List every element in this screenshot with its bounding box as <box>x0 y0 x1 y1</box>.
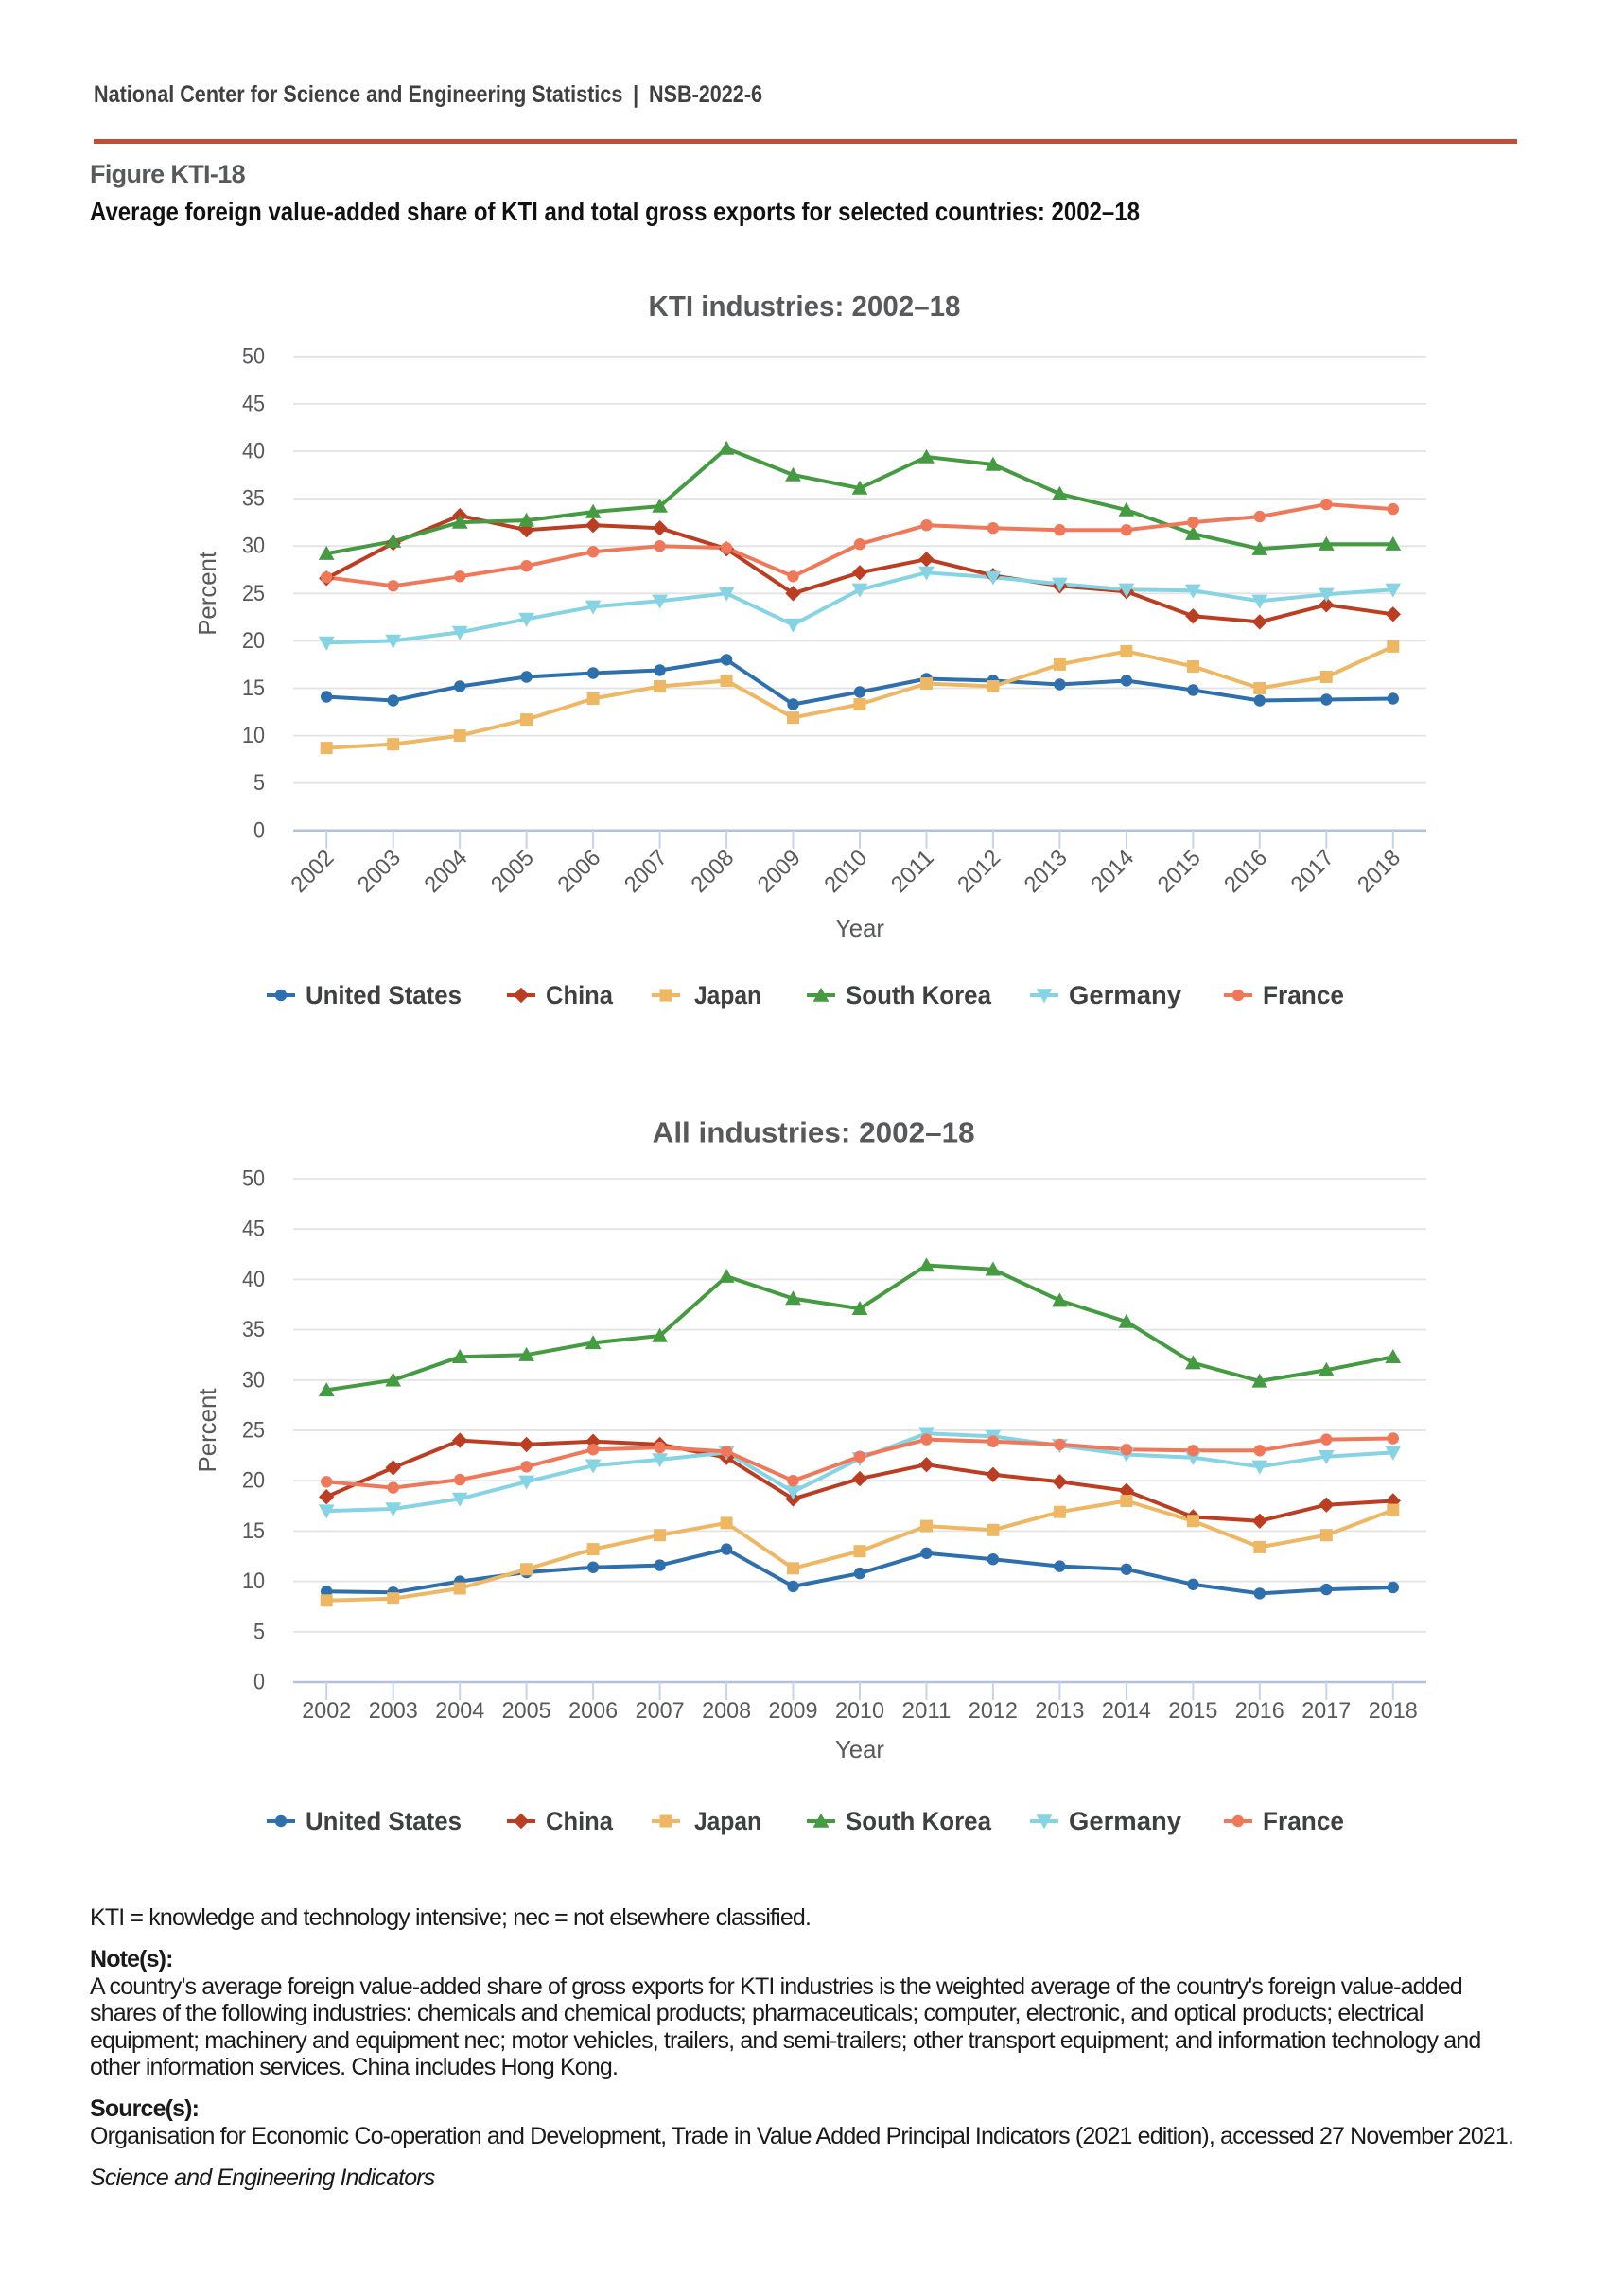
svg-text:5: 5 <box>253 770 265 796</box>
svg-text:2002: 2002 <box>287 845 340 898</box>
svg-text:5: 5 <box>253 1619 265 1644</box>
svg-text:2008: 2008 <box>702 1698 751 1724</box>
svg-text:2009: 2009 <box>769 1698 818 1724</box>
svg-text:2004: 2004 <box>435 1698 484 1724</box>
svg-text:2013: 2013 <box>1020 845 1073 898</box>
svg-text:2016: 2016 <box>1235 1698 1284 1724</box>
svg-text:2017: 2017 <box>1301 1698 1351 1724</box>
svg-text:2015: 2015 <box>1153 845 1206 898</box>
svg-text:United States: United States <box>306 1807 462 1835</box>
svg-text:2005: 2005 <box>502 1698 551 1724</box>
svg-text:20: 20 <box>242 628 265 654</box>
svg-text:2005: 2005 <box>486 845 539 898</box>
svg-text:2014: 2014 <box>1102 1698 1151 1724</box>
svg-text:Year: Year <box>835 1735 884 1763</box>
svg-text:France: France <box>1263 981 1344 1009</box>
svg-text:2006: 2006 <box>552 845 605 898</box>
svg-text:2007: 2007 <box>620 845 672 898</box>
svg-text:40: 40 <box>242 1267 265 1292</box>
svg-text:2008: 2008 <box>686 845 739 898</box>
svg-text:40: 40 <box>242 439 265 464</box>
svg-text:2015: 2015 <box>1168 1698 1217 1724</box>
svg-text:2017: 2017 <box>1286 845 1339 898</box>
svg-text:2018: 2018 <box>1353 845 1406 898</box>
svg-text:2012: 2012 <box>952 845 1005 898</box>
svg-text:Germany: Germany <box>1069 1807 1181 1835</box>
svg-text:30: 30 <box>242 1367 265 1393</box>
svg-text:15: 15 <box>242 1518 265 1544</box>
svg-text:Japan: Japan <box>694 981 761 1009</box>
svg-text:All industries: 2002–18: All industries: 2002–18 <box>653 1116 975 1149</box>
svg-text:Percent: Percent <box>193 551 221 636</box>
svg-text:South Korea: South Korea <box>846 1807 992 1835</box>
svg-text:10: 10 <box>242 1569 265 1594</box>
svg-text:25: 25 <box>242 581 265 606</box>
svg-text:0: 0 <box>253 1670 265 1695</box>
svg-text:20: 20 <box>242 1468 265 1494</box>
svg-text:0: 0 <box>253 817 265 843</box>
svg-text:Germany: Germany <box>1069 981 1181 1009</box>
svg-text:2009: 2009 <box>753 845 806 898</box>
svg-text:China: China <box>546 1807 614 1835</box>
svg-text:2004: 2004 <box>420 845 473 898</box>
svg-text:Percent: Percent <box>193 1388 221 1473</box>
svg-text:45: 45 <box>242 1217 265 1242</box>
svg-text:2016: 2016 <box>1219 845 1272 898</box>
svg-text:2010: 2010 <box>819 845 872 898</box>
svg-text:2018: 2018 <box>1369 1698 1418 1724</box>
svg-text:2010: 2010 <box>835 1698 884 1724</box>
svg-text:25: 25 <box>242 1418 265 1444</box>
svg-text:15: 15 <box>242 675 265 701</box>
svg-text:2014: 2014 <box>1086 845 1139 898</box>
svg-text:2013: 2013 <box>1035 1698 1084 1724</box>
svg-text:10: 10 <box>242 723 265 748</box>
svg-text:2002: 2002 <box>302 1698 351 1724</box>
svg-text:2011: 2011 <box>886 845 939 898</box>
svg-text:2012: 2012 <box>969 1698 1018 1724</box>
svg-text:2003: 2003 <box>369 1698 418 1724</box>
svg-text:United States: United States <box>306 981 462 1009</box>
svg-text:2003: 2003 <box>353 845 406 898</box>
svg-text:2007: 2007 <box>636 1698 685 1724</box>
svg-text:South Korea: South Korea <box>846 981 992 1009</box>
svg-text:50: 50 <box>242 1166 265 1192</box>
svg-text:Year: Year <box>835 914 884 942</box>
svg-text:50: 50 <box>242 343 265 369</box>
svg-text:35: 35 <box>242 1317 265 1342</box>
svg-text:France: France <box>1263 1807 1344 1835</box>
svg-text:45: 45 <box>242 391 265 416</box>
svg-text:Japan: Japan <box>694 1807 761 1835</box>
svg-text:30: 30 <box>242 534 265 559</box>
svg-text:2006: 2006 <box>568 1698 618 1724</box>
svg-text:China: China <box>546 981 614 1009</box>
svg-text:KTI industries: 2002–18: KTI industries: 2002–18 <box>649 289 961 323</box>
svg-text:35: 35 <box>242 486 265 512</box>
svg-text:2011: 2011 <box>902 1698 952 1724</box>
